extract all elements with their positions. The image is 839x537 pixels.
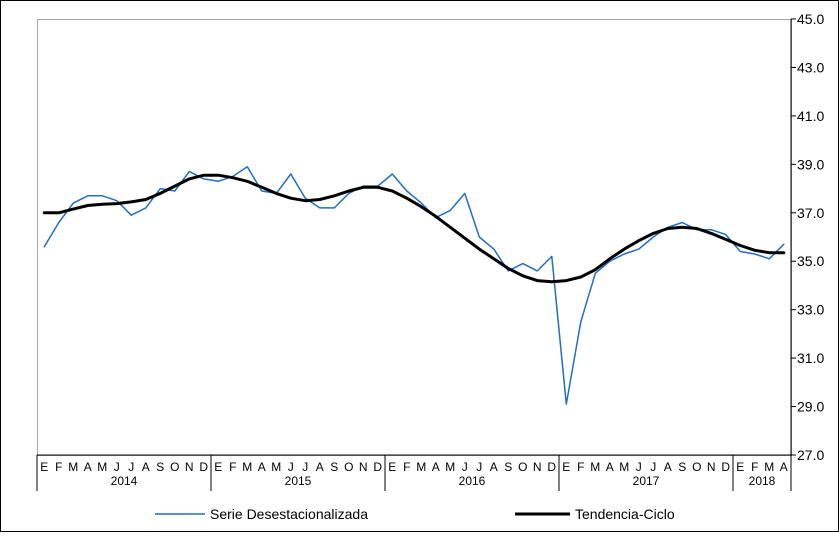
- x-month-label: M: [271, 460, 281, 474]
- x-month-label: J: [650, 460, 656, 474]
- legend-label: Serie Desestacionalizada: [210, 506, 368, 522]
- x-month-label: O: [170, 460, 179, 474]
- legend-label: Tendencia-Ciclo: [575, 506, 675, 522]
- x-month-label: E: [40, 460, 48, 474]
- x-month-label: M: [68, 460, 78, 474]
- x-month-label: D: [547, 460, 556, 474]
- y-tick-label: 45.0: [797, 11, 824, 27]
- x-month-label: A: [316, 460, 324, 474]
- x-month-label: E: [562, 460, 570, 474]
- x-month-label: E: [214, 460, 222, 474]
- x-month-label: J: [636, 460, 642, 474]
- x-month-label: F: [403, 460, 410, 474]
- x-month-label: M: [590, 460, 600, 474]
- x-month-label: S: [156, 460, 164, 474]
- x-month-label: N: [359, 460, 368, 474]
- x-month-label: N: [707, 460, 716, 474]
- x-month-label: N: [185, 460, 194, 474]
- x-month-label: J: [288, 460, 294, 474]
- x-month-label: D: [721, 460, 730, 474]
- y-tick-label: 39.0: [797, 156, 824, 172]
- x-month-label: M: [619, 460, 629, 474]
- y-tick-label: 27.0: [797, 447, 824, 463]
- y-tick-label: 37.0: [797, 205, 824, 221]
- x-month-label: A: [664, 460, 672, 474]
- x-month-label: M: [445, 460, 455, 474]
- x-month-label: F: [577, 460, 584, 474]
- x-month-label: A: [606, 460, 614, 474]
- x-month-label: M: [97, 460, 107, 474]
- x-month-label: A: [780, 460, 788, 474]
- x-month-label: A: [432, 460, 440, 474]
- x-month-label: M: [416, 460, 426, 474]
- x-month-label: S: [678, 460, 686, 474]
- x-month-label: N: [533, 460, 542, 474]
- x-month-label: A: [84, 460, 92, 474]
- x-month-label: E: [388, 460, 396, 474]
- x-month-label: O: [344, 460, 353, 474]
- x-month-label: J: [128, 460, 134, 474]
- x-month-label: F: [55, 460, 62, 474]
- x-month-label: M: [764, 460, 774, 474]
- x-month-label: J: [302, 460, 308, 474]
- x-year-label: 2018: [749, 474, 776, 488]
- legend: Serie Desestacionalizada Tendencia-Ciclo: [155, 506, 675, 522]
- y-tick-label: 33.0: [797, 302, 824, 318]
- x-month-label: A: [490, 460, 498, 474]
- y-tick-label: 35.0: [797, 253, 824, 269]
- tendencia-ciclo-line: [42, 173, 786, 284]
- y-tick-label: 29.0: [797, 399, 824, 415]
- x-month-label: J: [114, 460, 120, 474]
- y-axis: 27.0 29.0 31.0 33.0 35.0 37.0 39.0 41.0 43.0 45.0: [790, 11, 824, 463]
- x-month-label: D: [199, 460, 208, 474]
- y-tick-label: 31.0: [797, 350, 824, 366]
- x-month-label: S: [330, 460, 338, 474]
- series-layer: [42, 166, 786, 405]
- y-tick-label: 43.0: [797, 59, 824, 75]
- x-month-label: J: [462, 460, 468, 474]
- x-month-label: F: [751, 460, 758, 474]
- x-year-label: 2017: [633, 474, 660, 488]
- x-month-label: A: [142, 460, 150, 474]
- x-month-label: M: [242, 460, 252, 474]
- x-year-label: 2014: [111, 474, 138, 488]
- x-month-label: F: [229, 460, 236, 474]
- x-month-label: D: [373, 460, 382, 474]
- x-month-label: J: [476, 460, 482, 474]
- x-year-label: 2016: [459, 474, 486, 488]
- y-tick-label: 41.0: [797, 108, 824, 124]
- x-year-label: 2015: [285, 474, 312, 488]
- x-month-label: A: [258, 460, 266, 474]
- x-month-label: E: [736, 460, 744, 474]
- x-month-label: O: [518, 460, 527, 474]
- x-month-label: S: [504, 460, 512, 474]
- x-month-label: O: [692, 460, 701, 474]
